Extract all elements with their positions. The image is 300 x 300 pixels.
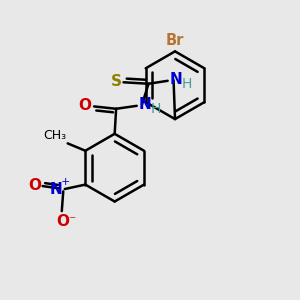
Text: N: N [138,97,151,112]
Text: N: N [169,72,182,87]
Text: CH₃: CH₃ [43,129,66,142]
Text: N: N [50,182,62,196]
Text: H: H [151,102,161,116]
Text: S: S [111,74,122,89]
Text: ⁻: ⁻ [68,214,76,229]
Text: +: + [61,177,70,187]
Text: O: O [28,178,41,193]
Text: O: O [56,214,69,229]
Text: H: H [182,77,192,91]
Text: Br: Br [166,33,184,48]
Text: O: O [79,98,92,113]
